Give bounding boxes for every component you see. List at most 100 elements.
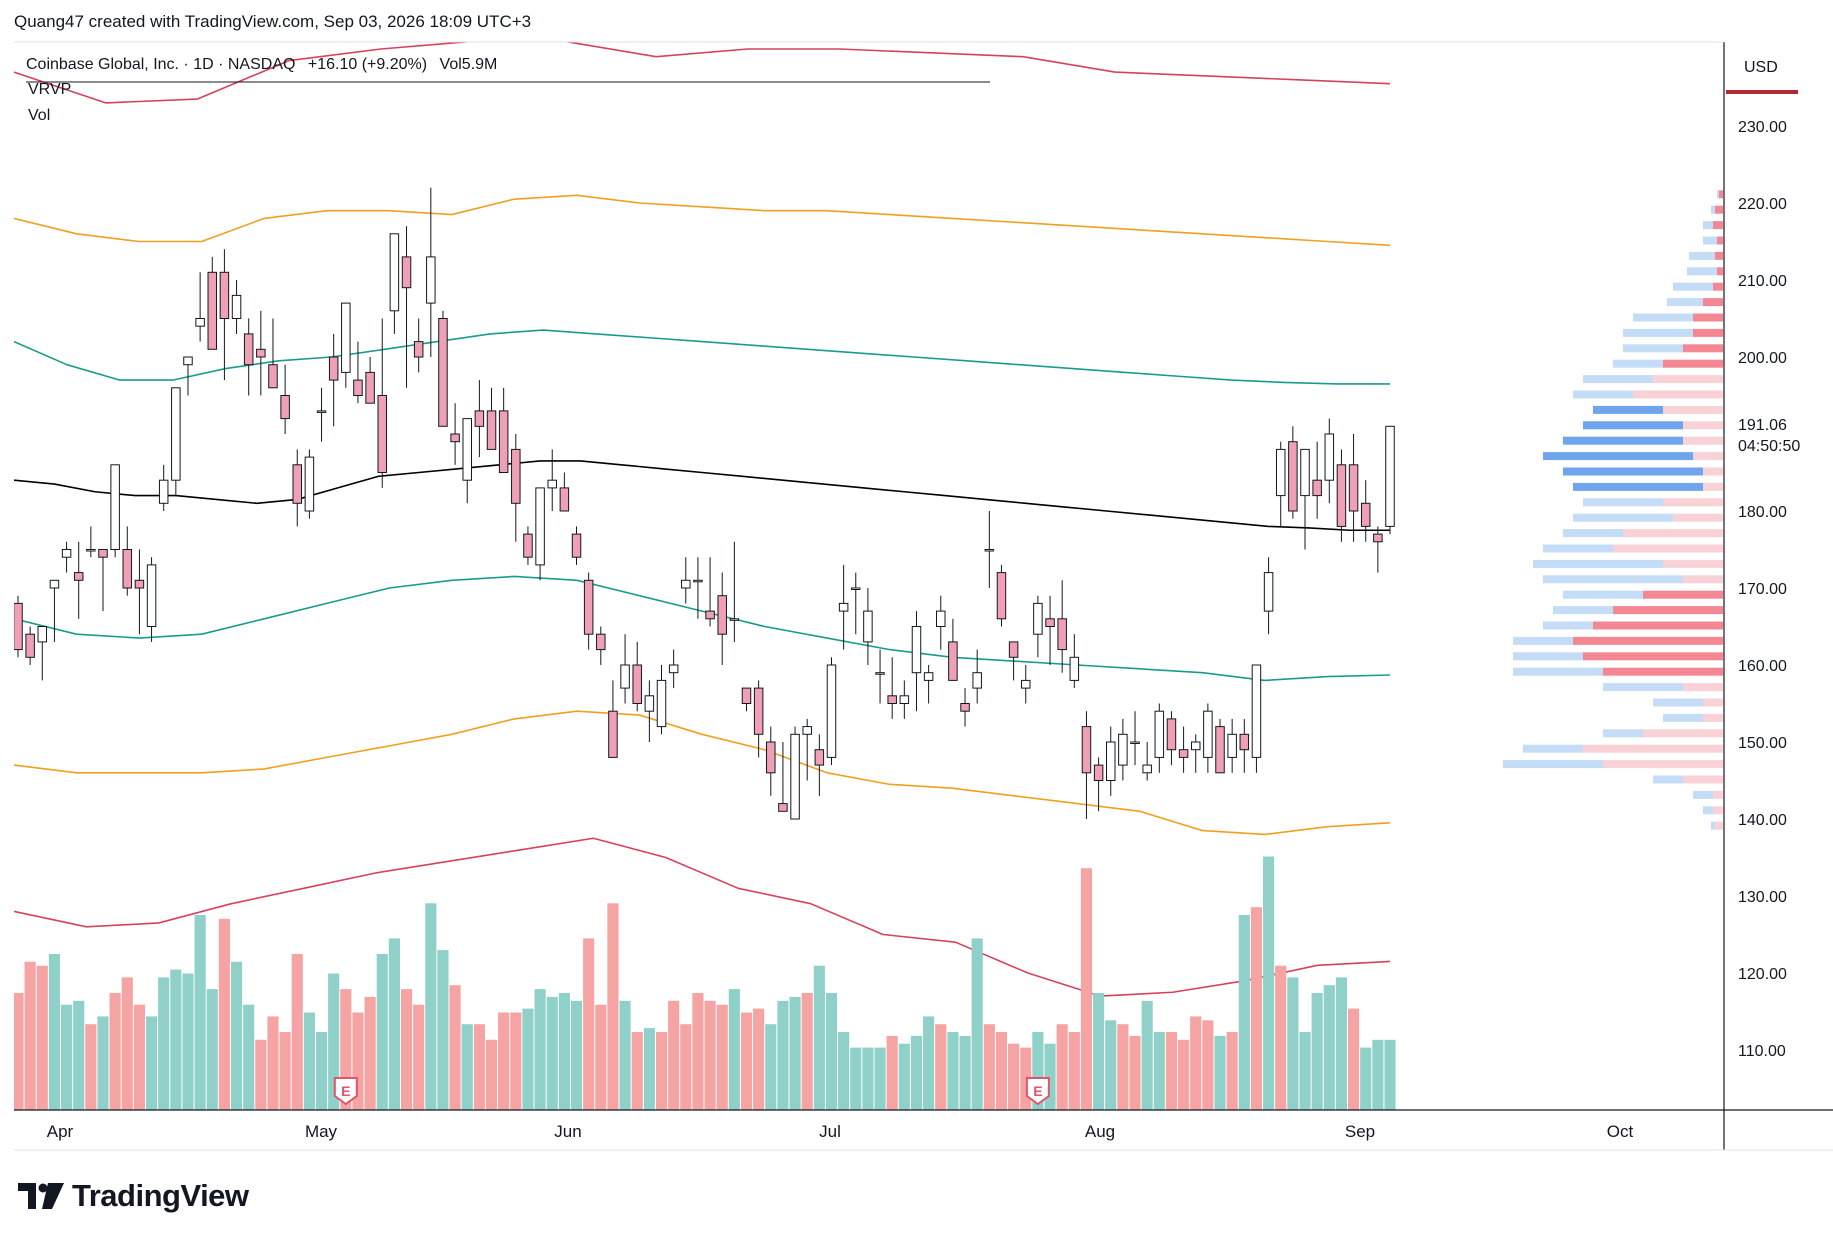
candle-down xyxy=(1373,533,1383,543)
candle-down xyxy=(268,364,278,389)
legend-change: +16.10 (+9.20%) xyxy=(308,56,427,73)
volume-bar xyxy=(133,1004,145,1110)
volume-bar xyxy=(680,1024,692,1110)
candle-down xyxy=(1008,641,1019,658)
price-tick-label: 130.00 xyxy=(1738,889,1787,906)
vrvp-row-up xyxy=(1513,652,1583,661)
candle-down xyxy=(498,410,509,473)
volume-bar xyxy=(315,1032,328,1110)
volume-bar xyxy=(121,977,133,1110)
vrvp-row-down xyxy=(1719,190,1723,199)
volume-bar xyxy=(643,1028,655,1110)
candle-up xyxy=(1033,602,1043,635)
volume-bar xyxy=(388,938,400,1110)
vrvp-row-down xyxy=(1693,313,1723,322)
volume-bar xyxy=(243,1004,255,1110)
volume-bar xyxy=(510,1012,522,1110)
volume-bar xyxy=(1372,1039,1384,1110)
currency-label[interactable]: USD xyxy=(1744,59,1778,76)
countdown-label: 04:50:50 xyxy=(1738,438,1800,455)
candle-up xyxy=(535,487,545,566)
volume-bar xyxy=(48,954,60,1110)
vrvp-row-down xyxy=(1653,375,1723,384)
vrvp-row-up xyxy=(1573,513,1673,522)
candle-down xyxy=(778,803,788,812)
volume-bar xyxy=(1020,1047,1032,1110)
legend-indicator-vrvp[interactable]: VRVP xyxy=(28,81,71,98)
volume-bar xyxy=(340,989,352,1110)
moving-average-line xyxy=(14,460,1390,532)
volume-bar xyxy=(1032,1032,1044,1110)
time-axis[interactable]: Apr May Jun Jul Aug Sep Oct xyxy=(47,1122,1634,1141)
volume-bar xyxy=(801,993,813,1110)
vrvp-row-up xyxy=(1673,282,1713,291)
vrvp-row-up xyxy=(1613,359,1663,368)
volume-bar xyxy=(194,915,206,1110)
volume-bar xyxy=(461,1024,473,1110)
vrvp-row-up xyxy=(1583,375,1653,384)
vrvp-row-down xyxy=(1713,282,1723,291)
vrvp-row-down xyxy=(1613,544,1723,553)
time-tick-label: Apr xyxy=(47,1122,74,1141)
vrvp-row-down xyxy=(1643,729,1723,738)
candle-up xyxy=(620,664,630,689)
vrvp-row-up xyxy=(1563,529,1623,538)
vrvp-row-down xyxy=(1623,529,1723,538)
candle-up xyxy=(195,318,205,327)
volume-bar xyxy=(995,1032,1008,1110)
band-orange-upper xyxy=(14,194,1391,247)
vrvp-row-down xyxy=(1715,821,1723,830)
candle-up xyxy=(183,356,193,366)
volume-bar xyxy=(449,985,461,1110)
candle-down xyxy=(219,271,230,319)
earnings-marker[interactable]: E xyxy=(1025,1077,1050,1106)
vrvp-row-up xyxy=(1553,606,1613,615)
volume-bar xyxy=(60,1004,73,1110)
volume-bar xyxy=(328,973,340,1110)
volume-bar xyxy=(1250,907,1263,1110)
vrvp-row-up xyxy=(1583,498,1663,507)
legend-indicator-vol[interactable]: Vol xyxy=(28,107,50,124)
vrvp-row-down xyxy=(1703,467,1723,476)
volume-bar xyxy=(753,1008,765,1110)
vrvp-row-up xyxy=(1533,559,1663,568)
vrvp-row-down xyxy=(1663,405,1723,414)
candle-up xyxy=(644,695,655,712)
last-price-label: 191.06 xyxy=(1738,417,1787,434)
price-tick-label: 230.00 xyxy=(1738,119,1787,136)
vrvp-row-up xyxy=(1543,544,1613,553)
vrvp-row-up xyxy=(1703,221,1713,230)
candle-up xyxy=(1142,764,1152,774)
candle-down xyxy=(256,348,266,358)
candle-down xyxy=(814,749,825,766)
candle-up xyxy=(936,610,946,627)
vrvp-row-up xyxy=(1583,421,1683,430)
volume-bar xyxy=(1105,1020,1117,1110)
candle-up xyxy=(426,256,436,304)
volume-bars xyxy=(14,856,1396,1110)
vrvp-row-up xyxy=(1703,236,1717,245)
earnings-marker-label: E xyxy=(341,1083,350,1099)
volume-bar xyxy=(36,965,48,1110)
tradingview-logo-text: TradingView xyxy=(72,1178,249,1213)
vrvp-row-down xyxy=(1683,575,1723,584)
volume-bar xyxy=(206,989,218,1110)
candle-down xyxy=(1045,618,1055,627)
tradingview-logo[interactable]: TradingView xyxy=(18,1178,249,1214)
volume-bar xyxy=(668,1000,680,1110)
volume-bar xyxy=(740,1012,753,1110)
candle-down xyxy=(571,533,582,558)
volume-bar xyxy=(1287,977,1299,1110)
price-tick-label: 150.00 xyxy=(1738,735,1787,752)
volume-bar xyxy=(400,989,413,1110)
candle-up xyxy=(875,672,885,675)
price-axis[interactable]: 230.00 220.00 210.00 200.00 180.00 170.00 160.… xyxy=(1738,119,1787,1060)
vrvp-row-up xyxy=(1603,683,1683,692)
volume-bar xyxy=(1238,915,1250,1110)
volume-bar xyxy=(24,961,36,1110)
candle-up xyxy=(1190,741,1201,751)
currency-underline xyxy=(1726,90,1798,94)
earnings-marker[interactable]: E xyxy=(333,1077,358,1106)
